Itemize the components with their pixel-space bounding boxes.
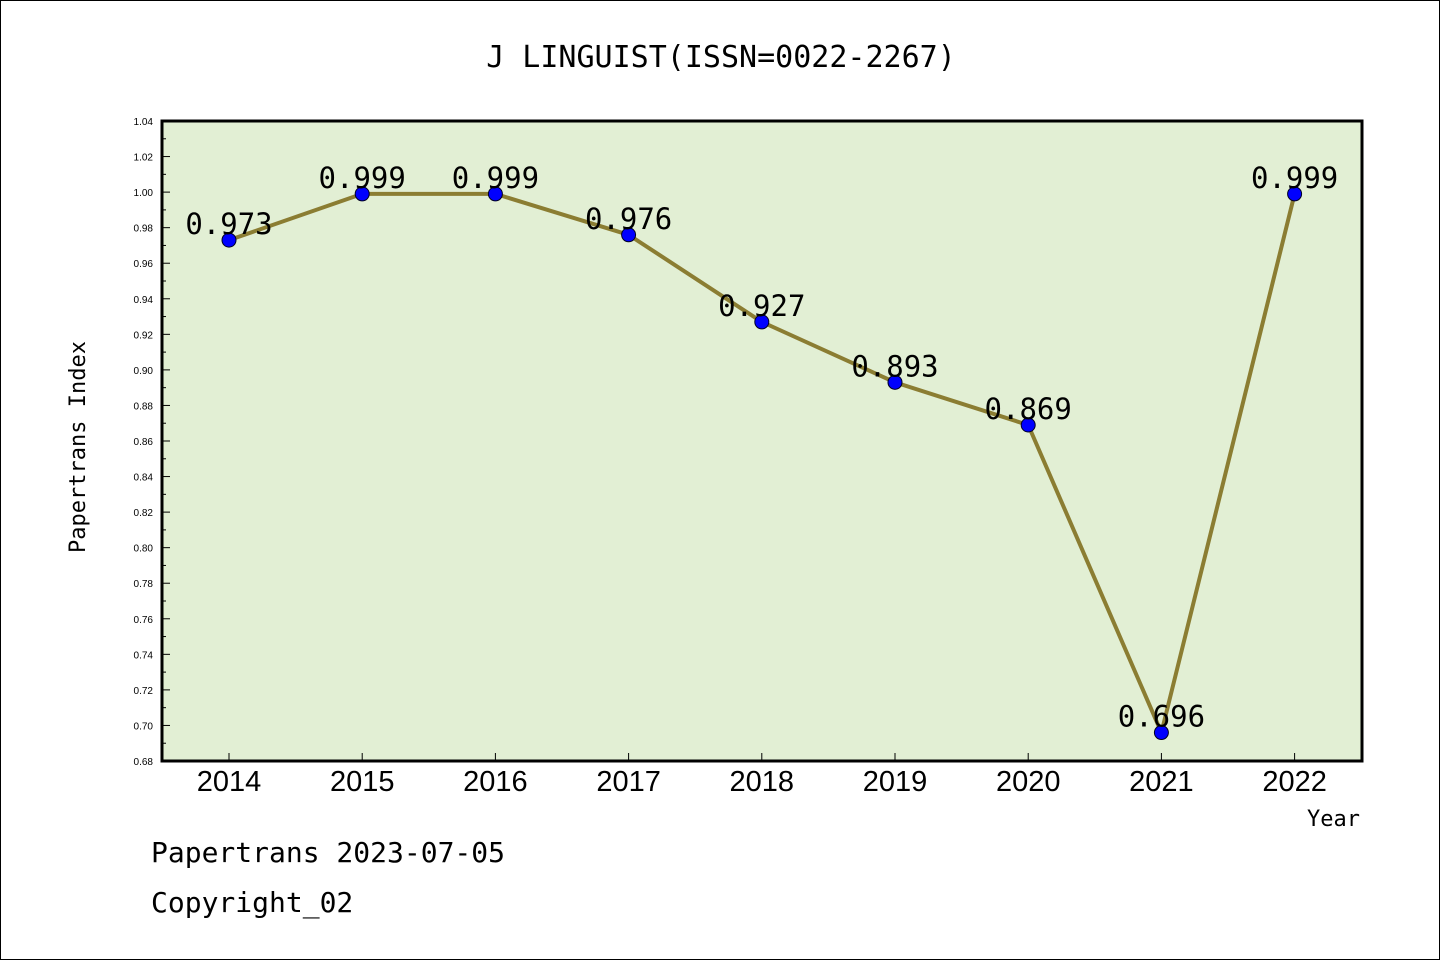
y-tick-label: 0.82	[134, 508, 154, 519]
data-label: 0.999	[452, 161, 539, 195]
data-point	[887, 374, 903, 390]
y-tick-label: 0.80	[134, 544, 154, 555]
data-label: 0.973	[185, 207, 272, 241]
x-tick-label: 2018	[730, 766, 795, 798]
x-tick-label: 2014	[197, 766, 262, 798]
y-tick-label: 0.72	[134, 686, 154, 697]
y-tick-label: 0.74	[134, 650, 154, 661]
chart-title: J LINGUIST(ISSN=0022-2267)	[486, 40, 956, 75]
y-tick-label: 0.84	[134, 473, 154, 484]
data-label: 0.927	[718, 289, 805, 323]
y-tick-label: 0.90	[134, 366, 154, 377]
y-axis-ticks: 0.68 0.70 0.72 0.74 0.76 0.78 0.80 0.82 0.84 0.86…	[134, 117, 170, 768]
data-label: 0.893	[851, 349, 938, 383]
data-label: 0.696	[1118, 700, 1205, 734]
y-tick-label: 0.76	[134, 615, 154, 626]
y-tick-label: 0.78	[134, 579, 154, 590]
data-label: 0.869	[985, 392, 1072, 426]
data-point	[754, 314, 770, 330]
x-axis-ticks: 2014 2015 2016 2017 2018 2019 2020 2021 2022	[197, 753, 1327, 798]
data-point	[487, 186, 503, 202]
data-label: 0.976	[585, 202, 672, 236]
y-tick-label: 1.02	[134, 153, 154, 164]
data-label: 0.999	[319, 161, 406, 195]
y-tick-label: 0.68	[134, 757, 154, 768]
y-tick-label: 0.94	[134, 295, 154, 306]
x-tick-label: 2021	[1129, 766, 1194, 798]
data-point	[1020, 417, 1036, 433]
footer-date: Papertrans 2023-07-05	[151, 836, 506, 869]
series-group	[221, 186, 1303, 741]
footer-copyright: Copyright_02	[151, 886, 354, 919]
y-axis-label: Papertrans Index	[66, 341, 91, 553]
x-tick-label: 2020	[996, 766, 1061, 798]
x-axis-label: Year	[1307, 807, 1360, 832]
x-tick-label: 2015	[330, 766, 395, 798]
x-tick-label: 2022	[1262, 766, 1327, 798]
x-tick-label: 2017	[596, 766, 661, 798]
data-point	[221, 232, 237, 248]
data-point	[621, 227, 637, 243]
data-point	[1287, 186, 1303, 202]
data-label: 0.999	[1251, 161, 1338, 195]
y-tick-label: 0.70	[134, 721, 154, 732]
plot-area	[160, 119, 1364, 763]
data-point	[354, 186, 370, 202]
y-tick-label: 0.86	[134, 437, 154, 448]
data-labels: 0.973 0.999 0.999 0.976 0.927 0.893 0.869 0.696…	[185, 161, 1338, 734]
y-tick-label: 1.04	[134, 117, 154, 128]
y-tick-label: 1.00	[134, 188, 154, 199]
data-point	[1153, 725, 1169, 741]
x-tick-label: 2016	[463, 766, 528, 798]
x-tick-label: 2019	[863, 766, 928, 798]
y-tick-label: 0.96	[134, 259, 154, 270]
y-tick-label: 0.88	[134, 401, 154, 412]
y-tick-label: 0.92	[134, 330, 154, 341]
y-tick-label: 0.98	[134, 224, 154, 235]
